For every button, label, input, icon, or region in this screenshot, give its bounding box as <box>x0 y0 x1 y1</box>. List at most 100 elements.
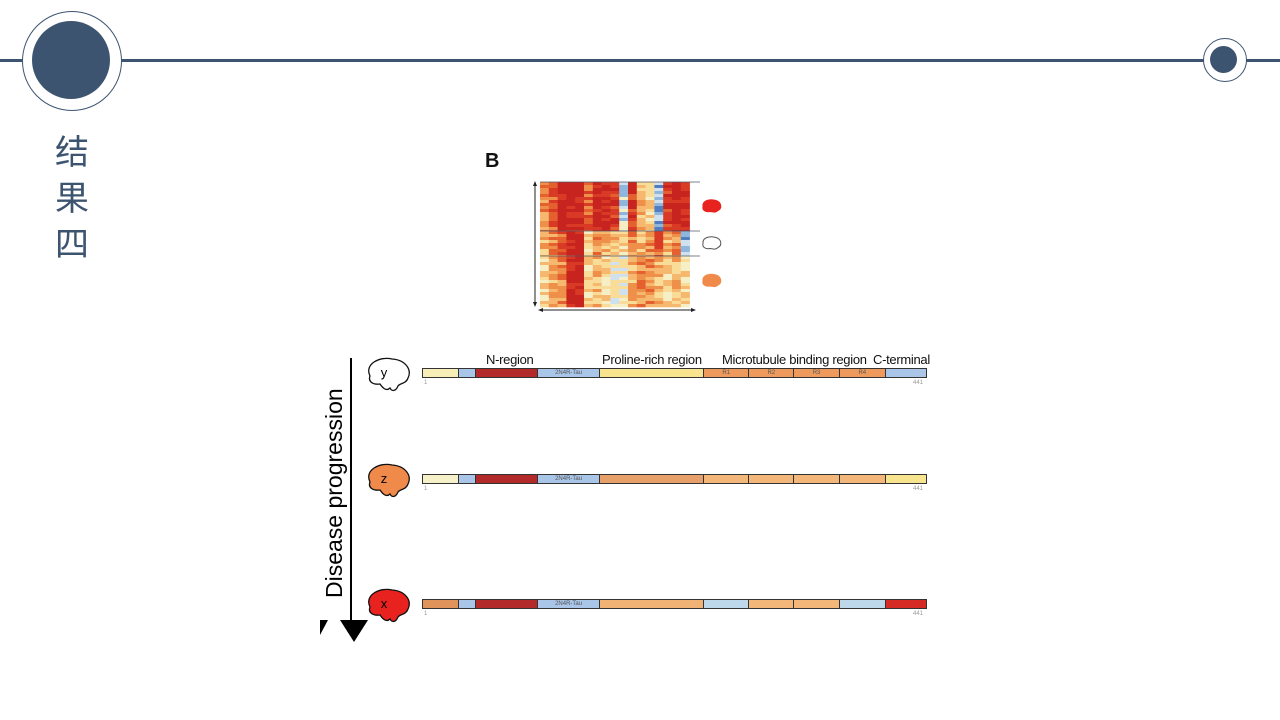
heatmap-cell <box>619 292 629 296</box>
region-label-microtubule: Microtubule binding region <box>722 352 867 367</box>
heatmap-cell <box>557 286 567 290</box>
heatmap-cell <box>566 277 576 281</box>
heatmap-cell <box>566 191 576 195</box>
heatmap-cell <box>548 218 558 222</box>
heatmap-cell <box>548 252 558 256</box>
heatmap-cell <box>636 295 646 299</box>
heatmap-cell <box>557 221 567 225</box>
heatmap-cell <box>557 256 567 260</box>
heatmap-cell <box>601 274 611 278</box>
bar-segment <box>600 475 705 483</box>
heatmap-cell <box>548 271 558 275</box>
heatmap-cell <box>584 289 594 293</box>
heatmap-cell <box>575 209 585 213</box>
heatmap-cell <box>610 259 620 263</box>
heatmap-cell <box>619 246 629 250</box>
heatmap-cell <box>540 212 550 216</box>
heatmap-cell <box>610 237 620 241</box>
heatmap-cell <box>654 237 664 241</box>
heatmap-cell <box>680 286 690 290</box>
heatmap-cell <box>636 197 646 201</box>
brain-icon <box>702 199 722 213</box>
heatmap-cell <box>672 197 682 201</box>
heatmap-cell <box>680 227 690 231</box>
heatmap-cell <box>566 289 576 293</box>
heatmap-cell <box>672 231 682 235</box>
heatmap-cell <box>540 298 550 302</box>
bar-segment <box>704 600 750 608</box>
heatmap-cell <box>619 237 629 241</box>
heatmap-cell <box>680 295 690 299</box>
heatmap-cell <box>672 234 682 238</box>
heatmap-cell <box>619 277 629 281</box>
heatmap-cell <box>654 218 664 222</box>
heatmap-cell <box>592 206 602 210</box>
heatmap-cell <box>584 191 594 195</box>
heatmap-cell <box>540 246 550 250</box>
heatmap-cell <box>566 212 576 216</box>
heatmap-cell <box>592 252 602 256</box>
heatmap-cell <box>575 295 585 299</box>
heatmap-cell <box>575 191 585 195</box>
heatmap-cell <box>636 194 646 198</box>
heatmap-cell <box>610 191 620 195</box>
heatmap-cell <box>548 295 558 299</box>
heatmap-cell <box>575 188 585 192</box>
end-residue: 441 <box>913 380 924 386</box>
heatmap-cell <box>548 209 558 213</box>
heatmap-cell <box>592 209 602 213</box>
heatmap-cell <box>628 240 638 244</box>
heatmap-cell <box>663 268 673 272</box>
bar-segment: 2N4R-Tau <box>538 600 601 608</box>
heatmap-cell <box>601 265 611 269</box>
heatmap-cell <box>628 298 638 302</box>
heatmap-cell <box>628 301 638 305</box>
heatmap-cell <box>566 215 576 219</box>
heatmap-cell <box>680 209 690 213</box>
heatmap-cell <box>584 246 594 250</box>
heatmap-cell <box>566 256 576 260</box>
heatmap-cell <box>592 212 602 216</box>
bar-segment: 2N4R-Tau <box>538 475 601 483</box>
heatmap-cell <box>636 268 646 272</box>
heatmap-cell <box>636 292 646 296</box>
heatmap-cell <box>654 280 664 284</box>
heatmap-cell <box>610 265 620 269</box>
heatmap-cell <box>592 259 602 263</box>
heatmap-cell <box>575 185 585 189</box>
heatmap-cell <box>548 227 558 231</box>
heatmap-cell <box>645 227 655 231</box>
heatmap-cell <box>575 301 585 305</box>
heatmap-cell <box>601 286 611 290</box>
heatmap-cell <box>636 227 646 231</box>
heatmap-cell <box>575 231 585 235</box>
heatmap-cell <box>592 182 602 186</box>
heatmap-cell <box>557 259 567 263</box>
heatmap-cell <box>592 246 602 250</box>
heatmap-cell <box>672 237 682 241</box>
heatmap-cell <box>566 197 576 201</box>
heatmap-cell <box>548 265 558 269</box>
heatmap-cell <box>584 271 594 275</box>
heatmap-cell <box>540 289 550 293</box>
heatmap-cell <box>548 206 558 210</box>
heatmap-cell <box>654 185 664 189</box>
heatmap-cell <box>548 243 558 247</box>
heatmap-cell <box>566 227 576 231</box>
heatmap-cell <box>680 203 690 207</box>
heatmap-cell <box>548 234 558 238</box>
heatmap-cell <box>619 265 629 269</box>
heatmap-cell <box>592 265 602 269</box>
heatmap-cell <box>557 277 567 281</box>
heatmap-cell <box>628 188 638 192</box>
heatmap-cell <box>540 231 550 235</box>
heatmap-cell <box>645 262 655 266</box>
heatmap-cell <box>540 197 550 201</box>
heatmap-cell <box>619 240 629 244</box>
heatmap-cell <box>557 283 567 287</box>
heatmap-cell <box>636 280 646 284</box>
heatmap-cell <box>557 301 567 305</box>
bar-segment <box>476 600 539 608</box>
heatmap-cell <box>557 227 567 231</box>
heatmap-cell <box>619 209 629 213</box>
